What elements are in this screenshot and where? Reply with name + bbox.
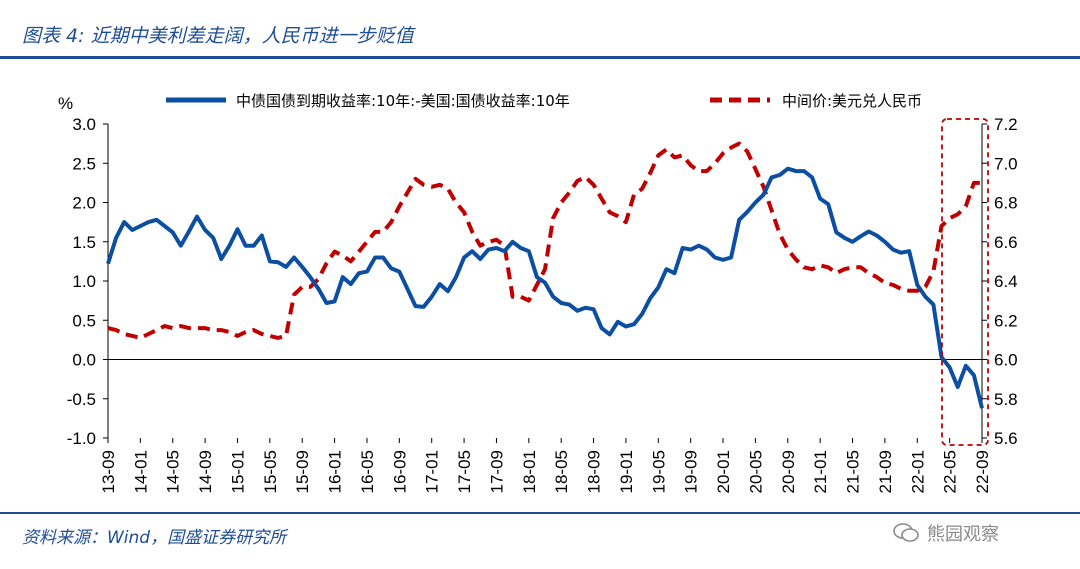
legend-label-series1: 中债国债到期收益率:10年:-美国:国债收益率:10年 <box>236 92 570 110</box>
footer-rule <box>0 512 1080 514</box>
left-axis-unit: % <box>58 94 73 113</box>
title-rule <box>0 56 1080 59</box>
highlight-box <box>941 118 989 446</box>
x-tick-label: 17-05 <box>455 450 474 493</box>
left-tick-label: 1.0 <box>72 272 96 291</box>
right-tick-label: 6.8 <box>994 194 1018 213</box>
x-tick-label: 15-01 <box>228 450 247 493</box>
x-tick-label: 19-09 <box>682 450 701 493</box>
right-tick-label: 5.6 <box>994 429 1018 448</box>
right-tick-label: 6.2 <box>994 311 1018 330</box>
series-layer <box>106 141 984 409</box>
left-tick-label: 2.5 <box>72 154 96 173</box>
watermark-text: 熊园观察 <box>927 524 999 545</box>
x-axis-ticks: 13-09 14-01 14-05 14-09 15-01 15-05 15-09 16-01… <box>99 438 992 493</box>
right-tick-label: 7.0 <box>994 154 1018 173</box>
left-tick-label: 1.5 <box>72 233 96 252</box>
watermark: 熊园观察 <box>893 520 999 546</box>
right-tick-label: 6.4 <box>994 272 1018 291</box>
wechat-icon <box>893 523 919 542</box>
x-tick-label: 16-01 <box>326 450 345 493</box>
right-tick-label: 6.6 <box>994 233 1018 252</box>
x-tick-label: 22-01 <box>908 450 927 493</box>
x-tick-label: 14-01 <box>131 450 150 493</box>
series-line-yield-spread <box>106 166 984 409</box>
x-tick-label: 19-05 <box>649 450 668 493</box>
x-tick-label: 16-05 <box>358 450 377 493</box>
left-tick-label: -0.5 <box>67 390 96 409</box>
left-tick-label: 0.0 <box>72 351 96 370</box>
x-tick-label: 18-09 <box>585 450 604 493</box>
left-axis-ticks: 3.0 2.5 2.0 1.5 1.0 0.5 0.0 -0.5 -1.0 <box>67 115 108 448</box>
x-tick-label: 15-05 <box>261 450 280 493</box>
x-tick-label: 14-09 <box>196 450 215 493</box>
series-line-usdcny <box>107 141 982 340</box>
x-tick-label: 22-09 <box>973 450 992 493</box>
x-tick-label: 21-05 <box>844 450 863 493</box>
x-tick-label: 17-01 <box>423 450 442 493</box>
x-tick-label: 13-09 <box>99 450 118 493</box>
x-tick-label: 19-01 <box>617 450 636 493</box>
legend-label-series2: 中间价:美元兑人民币 <box>782 92 922 110</box>
line-chart: 3.0 2.5 2.0 1.5 1.0 0.5 0.0 -0.5 -1.0 7.2 7.0 6.8 6… <box>58 92 1018 493</box>
x-tick-label: 18-01 <box>520 450 539 493</box>
x-tick-label: 22-05 <box>941 450 960 493</box>
source-note: 资料来源：Wind，国盛证券研究所 <box>22 528 287 548</box>
left-tick-label: 0.5 <box>72 311 96 330</box>
x-tick-label: 21-09 <box>876 450 895 493</box>
x-tick-label: 18-05 <box>552 450 571 493</box>
x-tick-label: 20-01 <box>714 450 733 493</box>
x-tick-label: 20-09 <box>779 450 798 493</box>
x-tick-label: 14-05 <box>164 450 183 493</box>
left-tick-label: 2.0 <box>72 194 96 213</box>
right-tick-label: 5.8 <box>994 390 1018 409</box>
left-tick-label: -1.0 <box>67 429 96 448</box>
legend: 中债国债到期收益率:10年:-美国:国债收益率:10年 中间价:美元兑人民币 <box>166 92 922 110</box>
right-tick-label: 6.0 <box>994 351 1018 370</box>
x-tick-label: 16-09 <box>390 450 409 493</box>
right-tick-label: 7.2 <box>994 115 1018 134</box>
left-tick-label: 3.0 <box>72 115 96 134</box>
x-tick-label: 20-05 <box>746 450 765 493</box>
x-tick-label: 17-09 <box>487 450 506 493</box>
x-tick-label: 15-09 <box>293 450 312 493</box>
x-tick-label: 21-01 <box>811 450 830 493</box>
figure-title: 图表 4: 近期中美利差走阔，人民币进一步贬值 <box>22 25 414 47</box>
right-axis-ticks: 7.2 7.0 6.8 6.6 6.4 6.2 6.0 5.8 5.6 <box>982 115 1018 448</box>
